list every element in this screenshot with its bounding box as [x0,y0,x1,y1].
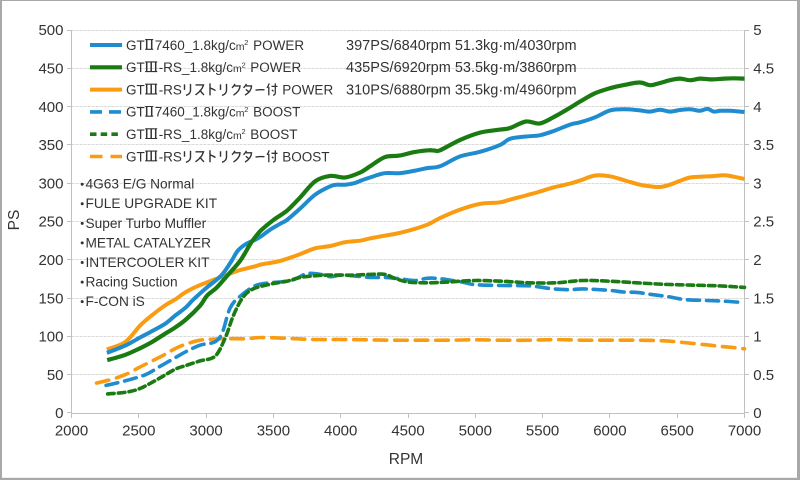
svg-text:m: m [236,41,245,53]
svg-text:50: 50 [47,367,64,384]
svg-text:500: 500 [38,22,63,39]
svg-text:m: m [233,130,242,142]
svg-text:4.5: 4.5 [753,61,774,78]
svg-text:150: 150 [38,290,63,307]
svg-text:1.5: 1.5 [753,290,774,307]
svg-text:-RS_1.8kg/c: -RS_1.8kg/c [159,60,234,75]
svg-text:2: 2 [244,105,248,114]
svg-text:7460_1.8kg/c: 7460_1.8kg/c [155,38,236,53]
svg-text:1: 1 [753,329,761,346]
svg-text:2000: 2000 [55,423,88,440]
svg-text:100: 100 [38,329,63,346]
svg-text:2: 2 [244,38,248,47]
svg-text:350: 350 [38,137,63,154]
svg-text:INTERCOOLER KIT: INTERCOOLER KIT [86,255,211,270]
svg-text:0: 0 [55,405,63,422]
svg-text:m: m [233,63,242,75]
svg-text:3000: 3000 [189,423,222,440]
svg-text:FULE UPGRADE KIT: FULE UPGRADE KIT [86,196,218,211]
svg-text:7000: 7000 [728,423,761,440]
svg-text:397PS/6840rpm 51.3kg·m/4030rpm: 397PS/6840rpm 51.3kg·m/4030rpm [346,38,577,54]
svg-text:0: 0 [753,405,761,422]
svg-text:2: 2 [242,127,246,136]
svg-text:4000: 4000 [324,423,357,440]
svg-text:2: 2 [242,60,246,69]
svg-text:200: 200 [38,252,63,269]
svg-text:3: 3 [753,175,761,192]
svg-text:6500: 6500 [661,423,694,440]
svg-text:GT: GT [126,82,145,97]
svg-text:BOOST: BOOST [282,149,329,164]
svg-text:300: 300 [38,175,63,192]
svg-text:m: m [236,108,245,120]
svg-text:310PS/6880rpm 35.5kg·m/4960rpm: 310PS/6880rpm 35.5kg·m/4960rpm [346,82,577,98]
svg-text:Racing Suction: Racing Suction [86,275,178,290]
svg-text:-RS: -RS [159,149,182,164]
svg-text:RPM: RPM [389,451,423,468]
svg-text:3.5: 3.5 [753,137,774,154]
svg-text:POWER: POWER [250,60,301,75]
svg-text:GT: GT [126,149,145,164]
svg-text:6000: 6000 [593,423,626,440]
svg-text:7460_1.8kg/c: 7460_1.8kg/c [155,105,236,120]
svg-text:PS: PS [6,210,23,231]
svg-text:POWER: POWER [253,38,304,53]
svg-text:5000: 5000 [459,423,492,440]
svg-text:BOOST: BOOST [253,105,300,120]
svg-text:5: 5 [753,22,761,39]
svg-text:-RS_1.8kg/c: -RS_1.8kg/c [159,127,234,142]
svg-text:-RS: -RS [159,82,182,97]
svg-text:400: 400 [38,99,63,116]
svg-text:435PS/6920rpm 53.5kg·m/3860rpm: 435PS/6920rpm 53.5kg·m/3860rpm [346,60,577,76]
svg-text:0.5: 0.5 [753,367,774,384]
svg-text:450: 450 [38,61,63,78]
svg-text:GT: GT [126,105,145,120]
svg-text:4G63 E/G Normal: 4G63 E/G Normal [86,177,195,192]
svg-text:GT: GT [126,38,145,53]
svg-text:4500: 4500 [391,423,424,440]
svg-text:BOOST: BOOST [250,127,297,142]
svg-text:METAL CATALYZER: METAL CATALYZER [86,235,212,250]
svg-text:GT: GT [126,60,145,75]
svg-text:GT: GT [126,127,145,142]
svg-text:2500: 2500 [122,423,155,440]
svg-text:F-CON iS: F-CON iS [86,294,145,309]
svg-text:Super Turbo Muffler: Super Turbo Muffler [86,216,207,231]
svg-text:2.5: 2.5 [753,214,774,231]
svg-text:3500: 3500 [257,423,290,440]
svg-text:5500: 5500 [526,423,559,440]
svg-text:4: 4 [753,99,761,116]
svg-text:2: 2 [753,252,761,269]
svg-text:POWER: POWER [282,82,333,97]
svg-text:250: 250 [38,214,63,231]
